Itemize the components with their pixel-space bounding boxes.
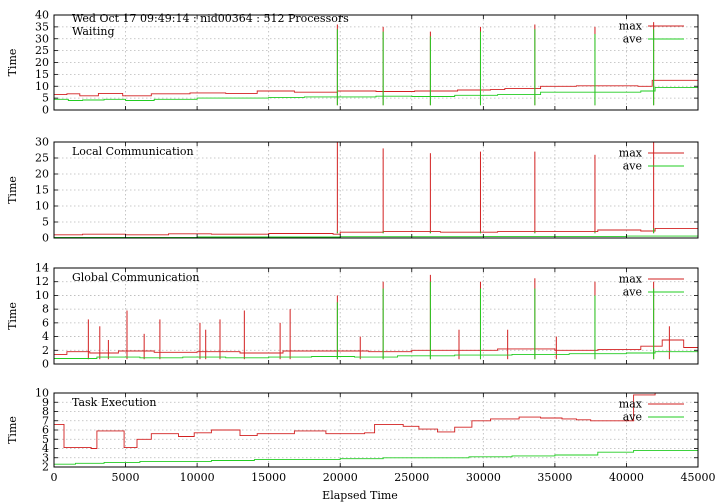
- series-line-ave: [54, 235, 698, 238]
- y-tick-label: 20: [35, 168, 49, 181]
- y-tick-label: 5: [42, 216, 49, 229]
- y-tick-label: 10: [35, 80, 49, 93]
- x-tick-label: 10000: [180, 471, 215, 484]
- y-tick-label: 9: [42, 396, 49, 409]
- x-axis-label: Elapsed Time: [322, 489, 398, 502]
- legend-label-ave: ave: [623, 286, 642, 299]
- legend-label-max: max: [619, 398, 643, 411]
- legend-label-max: max: [619, 147, 643, 160]
- legend-label-max: max: [619, 20, 643, 33]
- series-line-max: [54, 79, 698, 97]
- series-line-max: [54, 339, 698, 355]
- y-tick-label: 25: [35, 44, 49, 57]
- y-tick-label: 10: [35, 387, 49, 400]
- y-tick-label: 2: [42, 461, 49, 474]
- x-tick-label: 0: [51, 471, 58, 484]
- series-line-ave: [54, 351, 698, 359]
- y-tick-label: 25: [35, 152, 49, 165]
- x-tick-label: 5000: [112, 471, 140, 484]
- y-tick-label: 2: [42, 344, 49, 357]
- x-tick-label: 45000: [681, 471, 716, 484]
- x-tick-label: 15000: [251, 471, 286, 484]
- y-tick-label: 10: [35, 289, 49, 302]
- y-tick-label: 4: [42, 442, 49, 455]
- y-tick-label: 30: [35, 32, 49, 45]
- series-line-max: [54, 227, 698, 236]
- y-tick-label: 10: [35, 200, 49, 213]
- y-tick-label: 5: [42, 433, 49, 446]
- series-line-ave: [54, 449, 698, 465]
- figure-title: Wed Oct 17 09:49:14 : nid00364 : 512 Pro…: [72, 12, 349, 25]
- y-tick-label: 8: [42, 303, 49, 316]
- y-tick-label: 7: [42, 414, 49, 427]
- y-tick-label: 14: [35, 262, 49, 275]
- y-tick-label: 5: [42, 92, 49, 105]
- series-line-ave: [54, 86, 698, 101]
- y-axis-label: Time: [6, 416, 19, 444]
- y-tick-label: 0: [42, 358, 49, 371]
- y-tick-label: 40: [35, 9, 49, 22]
- legend-label-ave: ave: [623, 160, 642, 173]
- y-tick-label: 4: [42, 330, 49, 343]
- panel-title: Local Communication: [72, 145, 194, 158]
- series-line-max: [54, 392, 698, 449]
- y-axis-label: Time: [6, 302, 19, 330]
- x-tick-label: 25000: [394, 471, 429, 484]
- y-tick-label: 6: [42, 316, 49, 329]
- x-tick-label: 40000: [609, 471, 644, 484]
- legend-label-ave: ave: [623, 411, 642, 424]
- x-tick-label: 20000: [323, 471, 358, 484]
- y-tick-label: 30: [35, 136, 49, 149]
- y-tick-label: 15: [35, 68, 49, 81]
- y-axis-label: Time: [6, 176, 19, 204]
- y-tick-label: 0: [42, 232, 49, 245]
- y-tick-label: 35: [35, 20, 49, 33]
- x-tick-label: 35000: [537, 471, 572, 484]
- legend-label-max: max: [619, 273, 643, 286]
- y-tick-label: 12: [35, 275, 49, 288]
- y-tick-label: 3: [42, 451, 49, 464]
- y-tick-label: 8: [42, 405, 49, 418]
- x-tick-label: 30000: [466, 471, 501, 484]
- y-tick-label: 6: [42, 424, 49, 437]
- legend-label-ave: ave: [623, 33, 642, 46]
- panel-title: Global Communication: [72, 271, 200, 284]
- panel-title: Waiting: [72, 25, 115, 38]
- y-tick-label: 20: [35, 56, 49, 69]
- y-tick-label: 15: [35, 184, 49, 197]
- y-tick-label: 0: [42, 104, 49, 117]
- panel-title: Task Execution: [72, 396, 156, 409]
- panel-frame: [53, 267, 699, 365]
- y-axis-label: Time: [6, 49, 19, 77]
